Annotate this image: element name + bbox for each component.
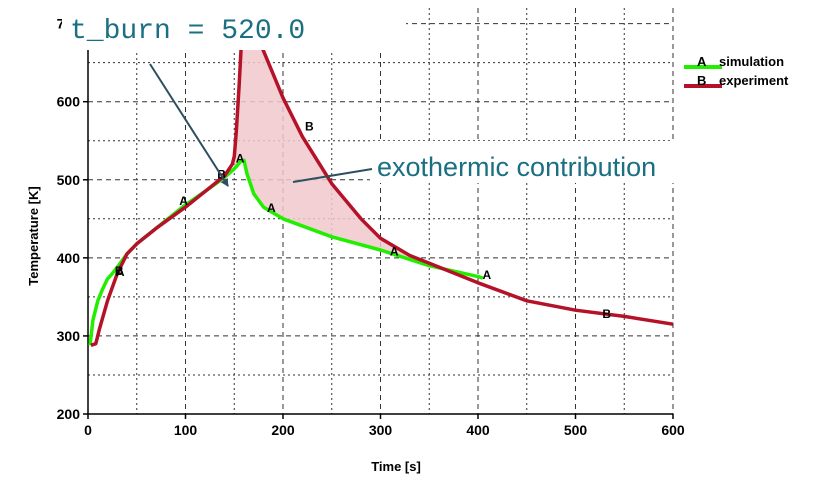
x-tick-label: 0 bbox=[84, 422, 92, 438]
legend-marker-simulation: A bbox=[697, 54, 707, 69]
annotation-t-burn-text: t_burn = 520.0 bbox=[70, 16, 305, 47]
series-marker-experiment: B bbox=[305, 120, 314, 134]
y-tick-label: 600 bbox=[57, 94, 81, 110]
x-tick-label: 200 bbox=[271, 422, 295, 438]
exothermic-shaded-region bbox=[234, 17, 430, 266]
x-axis-label: Time [s] bbox=[371, 459, 421, 474]
series-marker-simulation: A bbox=[179, 194, 188, 208]
y-tick-label: 300 bbox=[57, 328, 81, 344]
annotation-exothermic-background bbox=[370, 141, 770, 183]
legend-label-simulation: simulation bbox=[719, 54, 784, 69]
series-marker-experiment: B bbox=[602, 307, 611, 321]
annotation-exothermic-text: exothermic contribution bbox=[377, 152, 656, 182]
legend: A simulation B experiment bbox=[684, 54, 789, 88]
x-tick-label: 600 bbox=[661, 422, 685, 438]
legend-label-experiment: experiment bbox=[719, 73, 789, 88]
y-axis-ticks: 200300400500600700 bbox=[57, 16, 88, 422]
annotation-t-burn-background bbox=[62, 8, 406, 50]
series-marker-simulation: A bbox=[267, 201, 276, 215]
series-marker-simulation: A bbox=[482, 268, 491, 282]
annotation-exothermic: exothermic contribution bbox=[292, 141, 770, 183]
annotation-t-burn: t_burn = 520.0 bbox=[62, 8, 406, 187]
y-axis-label: Temperature [K] bbox=[26, 186, 41, 285]
y-tick-label: 500 bbox=[57, 172, 81, 188]
x-tick-label: 300 bbox=[369, 422, 393, 438]
annotation-exothermic-arrow bbox=[292, 168, 373, 183]
series-marker-simulation: A bbox=[390, 245, 399, 259]
series-marker-simulation: A bbox=[116, 265, 125, 279]
legend-marker-experiment: B bbox=[697, 73, 706, 88]
series-marker-experiment: B bbox=[115, 264, 124, 278]
x-tick-label: 100 bbox=[174, 422, 198, 438]
x-tick-label: 400 bbox=[466, 422, 490, 438]
y-tick-label: 400 bbox=[57, 250, 81, 266]
series-marker-experiment: B bbox=[217, 167, 226, 181]
annotation-t-burn-arrow bbox=[149, 63, 229, 187]
x-axis-ticks: 0 100 200 300 400 500 600 bbox=[84, 414, 685, 438]
x-tick-label: 500 bbox=[564, 422, 588, 438]
y-tick-label: 200 bbox=[57, 406, 81, 422]
series-marker-simulation: A bbox=[236, 152, 245, 166]
